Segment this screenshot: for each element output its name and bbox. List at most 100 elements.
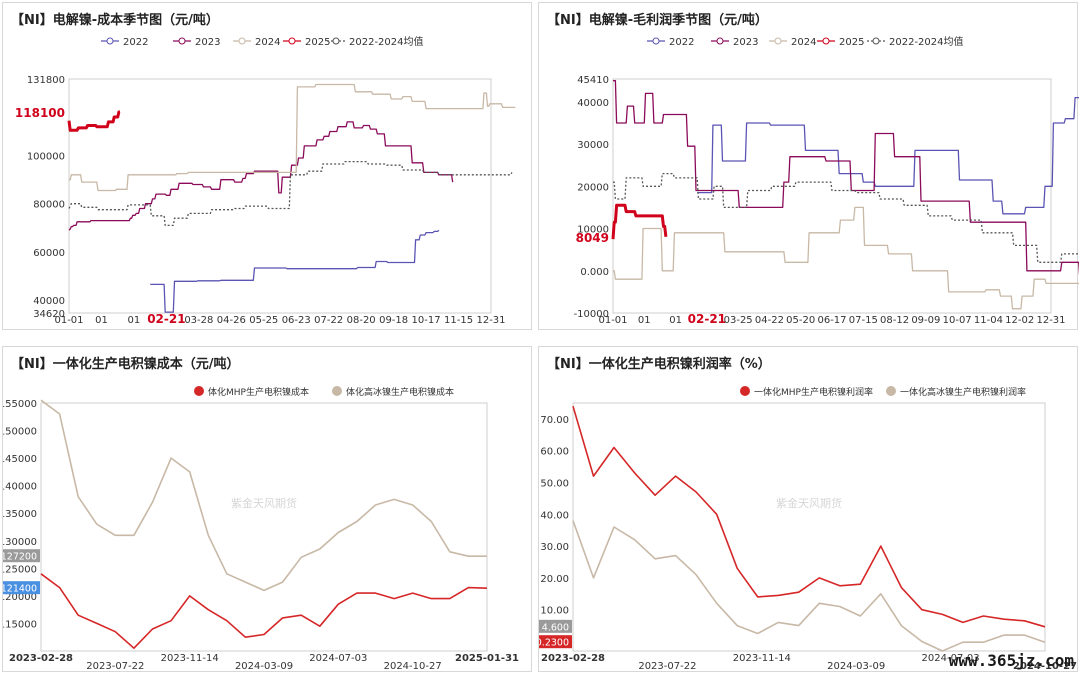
x-tick-label: 2024-07-03 [309, 653, 367, 664]
x-tick-label: 2024-10-27 [384, 661, 442, 672]
legend-label: 一体化MHP生产电积镍利润率 [754, 386, 873, 398]
x-tick-label: 2023-07-22 [86, 661, 144, 672]
legend-marker [822, 37, 830, 45]
x-tick-label: 2024-03-09 [827, 661, 885, 672]
legend-marker [194, 386, 204, 396]
x-tick-label: 2023-02-28 [9, 653, 73, 664]
plot-frame [68, 78, 492, 314]
x-tick-label: 11-04 [974, 315, 1003, 326]
x-tick-label: 2025-01-31 [455, 653, 519, 664]
plot-frame [572, 402, 1046, 652]
watermark: 紫金天风期货 [231, 496, 297, 510]
x-tick-label: 01 [638, 315, 651, 326]
series-line-1 [613, 80, 1079, 276]
chart-panel-profit-seasonal: 【NI】电解镍-毛利润季节图（元/吨） 45410 40000 30000 20000… [538, 2, 1079, 330]
chart-panel-integrated-margin: 【NI】一体化生产电积镍利润率（%） 70.00 60.00 50.00 40.00 3… [538, 346, 1078, 672]
x-tick-label: 02-21 [688, 312, 726, 326]
integrated-margin-chart: 70.00 60.00 50.00 40.00 30.00 20.00 10.00 2023-… [539, 386, 1077, 672]
site-watermark: www.365jz.com [948, 651, 1074, 670]
y-tick-label: 0.000 [580, 267, 609, 278]
y-tick-label: 125000 [3, 564, 37, 575]
x-tick-label: 01-01 [598, 315, 627, 326]
x-tick-label: 2023-02-28 [541, 653, 605, 664]
y-tick-label: 145000 [3, 454, 37, 465]
y-tick-label: 34620 [33, 309, 65, 320]
value-label-box [3, 549, 40, 563]
y-tick-label: 30000 [577, 140, 609, 151]
legend-marker [774, 37, 782, 45]
series-line-0 [40, 573, 488, 649]
y-tick-label: 20000 [577, 182, 609, 193]
legend-marker [886, 386, 896, 396]
y-tick-label: 40.00 [540, 510, 569, 521]
chart-panel-integrated-cost: 【NI】一体化生产电积镍成本（元/吨） 155000 150000 145000 14… [2, 346, 532, 672]
y-tick-label: 60.00 [540, 447, 569, 458]
series-line-2 [613, 206, 1079, 310]
legend-label: 2022-2024均值 [889, 35, 964, 48]
y-tick-label: 140000 [3, 482, 37, 493]
legend-label: 体化高冰镍生产电积镍成本 [346, 386, 454, 398]
x-tick-label: 11-15 [444, 315, 473, 326]
value-label-box [539, 619, 572, 633]
x-tick-label: 07-15 [849, 315, 878, 326]
legend-marker [872, 37, 880, 45]
legend-label: 2024 [791, 37, 816, 48]
x-tick-label: 09-18 [379, 315, 408, 326]
profit-seasonal-chart: 45410 40000 30000 20000 10000 0.000 -1000001-0… [574, 35, 1079, 326]
x-tick-label: 06-17 [817, 315, 846, 326]
value-label: 127200 [3, 552, 37, 563]
y-tick-label: 131800 [27, 75, 65, 86]
y-tick-label: 40000 [577, 98, 609, 109]
x-tick-label: 12-31 [476, 315, 505, 326]
legend-marker [288, 37, 296, 45]
x-tick-label: 2024-10-27 [1013, 661, 1077, 672]
chart-panel-cost-seasonal: 【NI】电解镍-成本季节图（元/吨） 131800 100000 80000 6000… [2, 2, 532, 330]
value-label: 118100 [15, 106, 65, 120]
y-tick-label: 100000 [27, 152, 65, 163]
y-tick-label: 130000 [3, 537, 37, 548]
y-tick-label: 10.00 [540, 606, 569, 617]
legend-marker [740, 386, 750, 396]
x-tick-label: 08-20 [347, 315, 376, 326]
legend-label: 2024 [255, 37, 280, 48]
chart-title: 【NI】电解镍-成本季节图（元/吨） [11, 13, 219, 28]
series-line-2 [69, 83, 516, 192]
y-tick-label: 155000 [3, 399, 37, 410]
legend-label: 体化MHP生产电积镍成本 [208, 386, 309, 398]
y-tick-label: 40000 [33, 296, 65, 307]
x-tick-label: 2024-07-03 [922, 653, 980, 664]
plot-frame [40, 402, 488, 652]
x-tick-label: 10-07 [943, 315, 972, 326]
series-line-0 [572, 405, 1046, 628]
y-tick-label: 10000 [577, 225, 609, 236]
series-line-0 [150, 229, 440, 313]
legend-label: 2023 [195, 37, 220, 48]
plot-frame [612, 78, 1052, 314]
x-tick-label: 2023-11-14 [161, 653, 219, 664]
x-tick-label: 09-09 [911, 315, 940, 326]
x-tick-label: 01-01 [54, 315, 83, 326]
x-tick-label: 03-25 [724, 315, 753, 326]
x-tick-label: 05-25 [249, 315, 278, 326]
x-tick-label: 01 [95, 315, 108, 326]
x-tick-label: 01 [669, 315, 682, 326]
series-line-3 [611, 203, 668, 240]
legend-marker [332, 37, 340, 45]
value-label: 8049 [576, 231, 609, 245]
chart-title: 【NI】一体化生产电积镍成本（元/吨） [11, 357, 240, 372]
legend-marker [332, 386, 342, 396]
y-tick-label: 120000 [3, 592, 37, 603]
y-tick-label: 60000 [33, 248, 65, 259]
series-line-4 [68, 160, 513, 227]
x-tick-label: 07-22 [314, 315, 343, 326]
value-label-box [3, 581, 40, 595]
legend-label: 2022 [669, 37, 694, 48]
x-tick-label: 02-21 [147, 312, 185, 326]
legend-label: 2022-2024均值 [349, 35, 424, 48]
y-tick-label: 50.00 [540, 478, 569, 489]
legend-marker [716, 37, 724, 45]
y-tick-label: 80000 [33, 200, 65, 211]
legend-label: 2023 [733, 37, 758, 48]
series-line-1 [40, 399, 487, 592]
x-tick-label: 04-26 [217, 315, 246, 326]
